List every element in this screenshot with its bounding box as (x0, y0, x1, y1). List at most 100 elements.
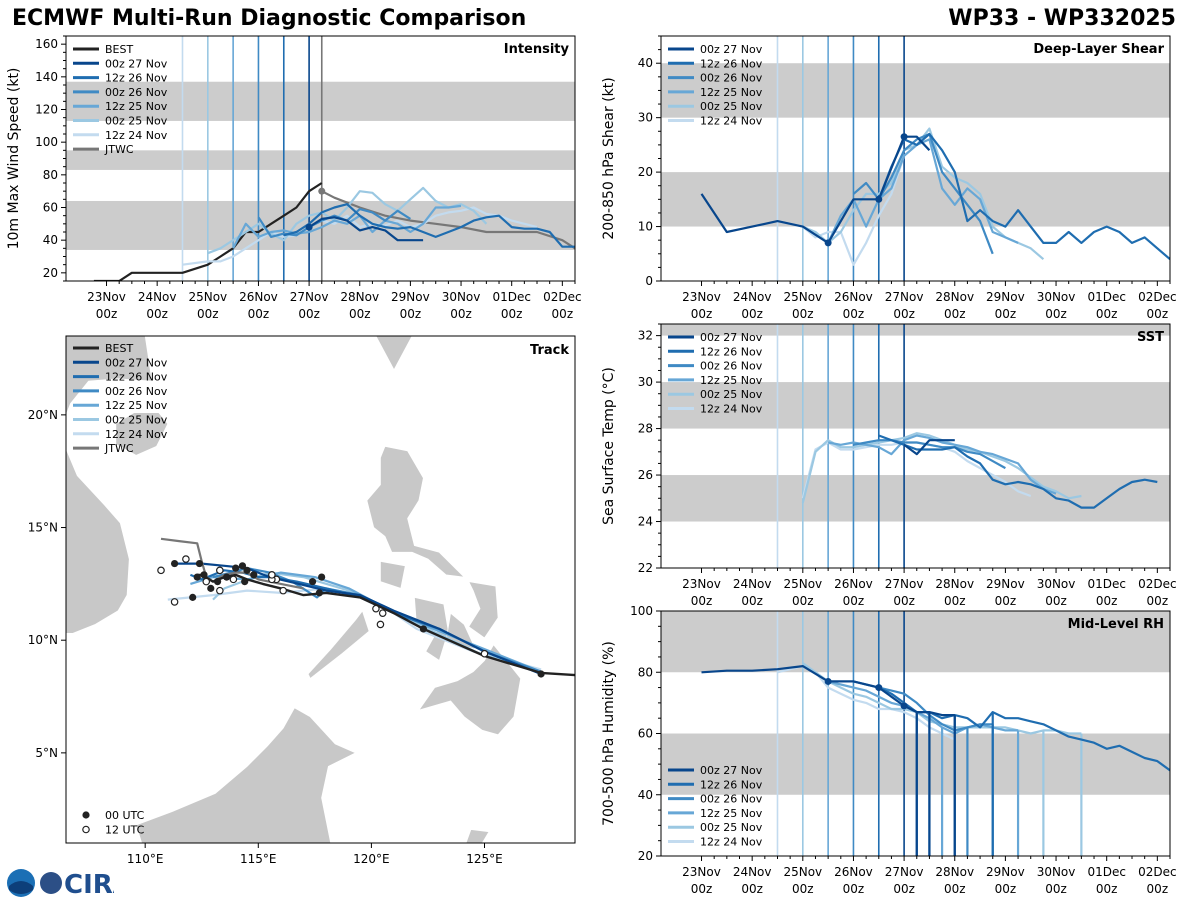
legend-label: 12z 24 Nov (700, 403, 763, 416)
logo-text: CIRA (64, 870, 114, 900)
y-tick-label: 20 (43, 266, 58, 280)
panel-title: Track (530, 343, 569, 358)
shaded-band (661, 63, 1170, 118)
series-marker-00z-27-nov (824, 239, 832, 247)
series-line-00z-26-nov (257, 208, 411, 238)
y-tick-label: 160 (35, 37, 58, 51)
shaded-band (66, 150, 575, 170)
page-title: ECMWF Multi-Run Diagnostic Comparison (12, 6, 527, 31)
x-tick-sublabel: 00z (792, 307, 814, 321)
x-tick-label: 27Nov (885, 577, 924, 591)
shaded-band (661, 172, 1170, 227)
y-tick-label: 120 (35, 103, 58, 117)
legend-label: 12z 25 Nov (700, 86, 763, 99)
y-tick-label: 10 (638, 220, 653, 234)
series-marker-00z-27-nov (875, 195, 883, 203)
legend-label: JTWC (104, 143, 134, 156)
land-vietnam-coast (66, 448, 130, 634)
legend-label: 12z 26 Nov (700, 345, 763, 358)
legend-label: BEST (105, 342, 133, 355)
x-tick-label: 23Nov (682, 290, 721, 304)
track-point-12utc (279, 586, 287, 595)
x-tick-label: 28Nov (340, 290, 379, 304)
legend-label: 12z 25 Nov (700, 807, 763, 820)
legend-label: 12z 26 Nov (105, 72, 168, 85)
legend-label: 00z 25 Nov (700, 821, 763, 834)
rh-plot-area (661, 611, 1170, 856)
land-malay (66, 842, 67, 843)
series-line-12z-25-nov (827, 434, 1057, 495)
y-tick-label: 20 (638, 165, 653, 179)
y-tick-label: 80 (638, 665, 653, 679)
x-tick-label: 27Nov (885, 290, 924, 304)
y-tick-label: 32 (638, 329, 653, 343)
legend-label: 00z 25 Nov (105, 115, 168, 128)
shaded-band (66, 200, 575, 250)
series-marker-00z-27-nov (900, 133, 908, 141)
x-tick-sublabel: 00z (349, 307, 371, 321)
track-point-12utc (378, 609, 387, 617)
x-tick-label: 25Nov (783, 865, 822, 879)
series-marker-00z-27-nov (875, 684, 883, 692)
shaded-band (66, 81, 575, 121)
x-tick-sublabel: 00z (400, 307, 422, 321)
x-tick-sublabel: 00z (96, 307, 118, 321)
y-tick-label: 28 (638, 422, 653, 436)
track-point-12utc (182, 555, 190, 563)
x-tick-label: 26Nov (834, 865, 873, 879)
land-sulawesi (465, 829, 490, 843)
sst-panel: 22 24 26 28 30 32 23Nov 00z 24Nov 00z 25Nov 00z 26No… (601, 323, 1177, 608)
legend-label: 12z 24 Nov (700, 115, 763, 128)
x-tick-label: 25Nov (783, 577, 822, 591)
x-tick-label: 110°E (127, 852, 164, 866)
land-hainan (115, 412, 169, 456)
sst-frame (660, 323, 1171, 569)
x-tick-label: 25Nov (783, 290, 822, 304)
track-point-12utc (170, 598, 179, 606)
y-tick-label: 100 (630, 604, 653, 618)
legend-label: 00z 26 Nov (700, 72, 763, 85)
x-tick-sublabel: 00z (691, 594, 713, 608)
x-tick-label: 23Nov (682, 865, 721, 879)
x-tick-label: 02Dec (1138, 290, 1177, 304)
globe-icon (40, 872, 62, 894)
track-point-00utc (315, 589, 323, 597)
y-tick-label: 0 (645, 274, 653, 288)
rh-panel: 20 40 60 80 100 23Nov 00z 24Nov 00z 25Nov 00z 26Nov… (601, 604, 1177, 896)
series-line-00z-27-nov (308, 216, 424, 242)
x-tick-label: 26Nov (239, 290, 278, 304)
y-tick-label: 24 (638, 515, 653, 529)
x-tick-sublabel: 00z (944, 882, 966, 896)
x-tick-sublabel: 00z (741, 882, 763, 896)
x-tick-sublabel: 00z (843, 882, 865, 896)
x-tick-sublabel: 00z (248, 307, 270, 321)
track-point-12utc (229, 575, 238, 584)
y-tick-label: 20 (638, 849, 653, 863)
land-vietnam-china (66, 336, 153, 416)
x-tick-sublabel: 00z (792, 594, 814, 608)
x-tick-label: 30Nov (1037, 290, 1076, 304)
y-axis-label: 10m Max Wind Speed (kt) (6, 68, 22, 250)
series-marker-00z-27-nov (900, 702, 908, 710)
track-point-12utc (157, 566, 165, 575)
x-tick-label: 26Nov (834, 290, 873, 304)
series-line-12z-26-nov (877, 132, 1170, 261)
series-line-00z-25-nov (207, 186, 488, 255)
x-tick-label: 25Nov (188, 290, 227, 304)
sst-plot-area (661, 324, 1170, 568)
series-line-12z-26-nov (283, 203, 575, 248)
track-line-best (197, 573, 575, 677)
x-tick-sublabel: 00z (741, 307, 763, 321)
track-point-00utc (537, 670, 545, 678)
track-point-12utc (480, 649, 489, 658)
track-point-00utc (250, 571, 258, 579)
track-point-12utc (376, 620, 385, 629)
x-tick-sublabel: 00z (792, 882, 814, 896)
x-tick-sublabel: 00z (995, 594, 1017, 608)
legend-label: 00z 26 Nov (105, 385, 168, 398)
